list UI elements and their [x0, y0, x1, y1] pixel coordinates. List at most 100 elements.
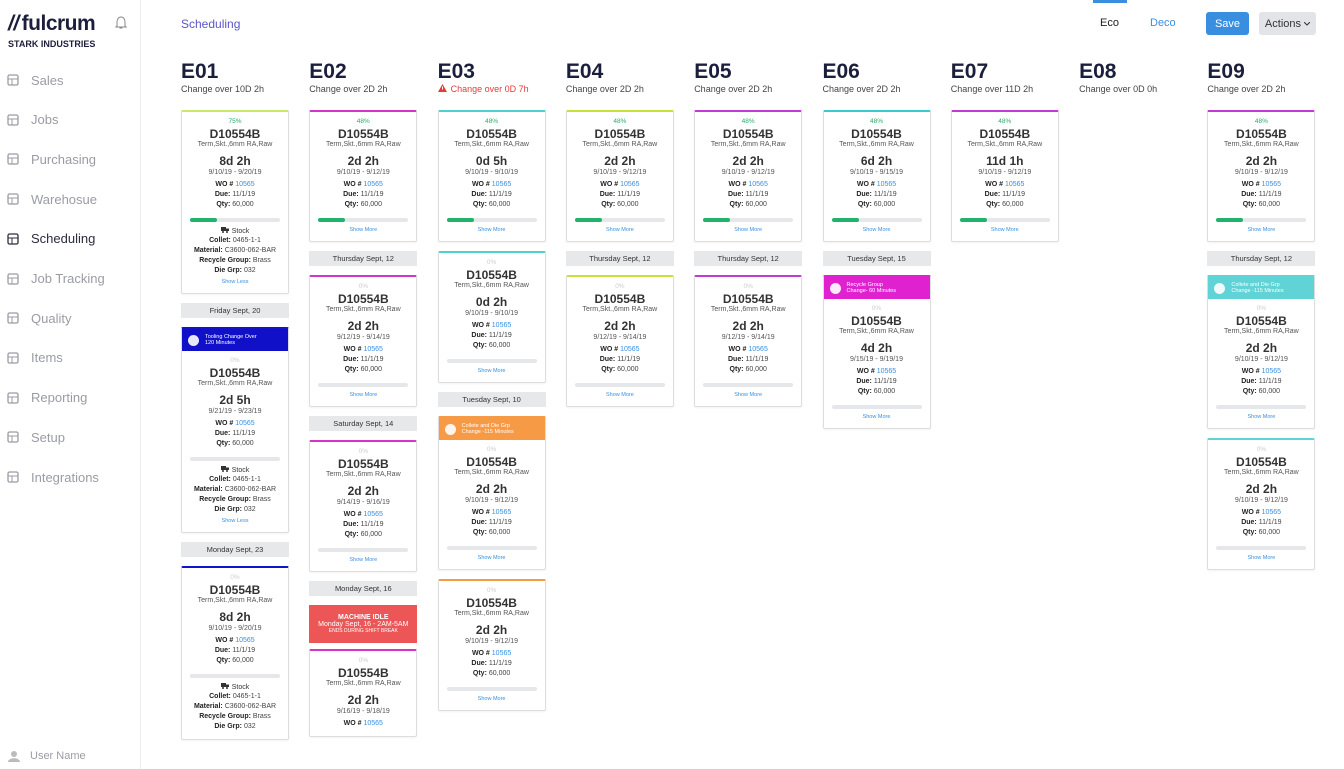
- job-card[interactable]: 75% D10554B Term,Skt.,6mm RA,Raw 8d 2h 9/10/…: [181, 110, 289, 294]
- wo-label: WO #: [343, 511, 362, 518]
- job-card[interactable]: 48% D10554B Term,Skt.,6mm RA,Raw 2d 2h 9/10/…: [309, 110, 418, 242]
- nav-item[interactable]: Quality: [0, 308, 139, 328]
- progress-fill: [703, 218, 731, 222]
- nav-item[interactable]: Setup: [0, 427, 139, 447]
- notifications[interactable]: [115, 16, 127, 30]
- nav-item[interactable]: Integrations: [0, 467, 139, 487]
- qty-row: Qty: 60,000: [830, 201, 924, 211]
- job-card[interactable]: 48% D10554B Term,Skt.,6mm RA,Raw 2d 2h 9/10/…: [1207, 110, 1316, 242]
- toggle-link[interactable]: Show Less: [221, 518, 249, 524]
- job-card[interactable]: 0% D10554B Term,Skt.,6mm RA,Raw 8d 2h 9/10/1…: [181, 566, 289, 740]
- toggle-link[interactable]: Show More: [1247, 555, 1276, 561]
- part-description: Term,Skt.,6mm RA,Raw: [325, 141, 401, 148]
- wo-value[interactable]: 10565: [620, 346, 640, 353]
- wo-value[interactable]: 10565: [876, 368, 897, 375]
- toggle-link[interactable]: Show More: [990, 227, 1019, 233]
- banner-sub: Change- 60 Minutes: [846, 288, 897, 294]
- job-card[interactable]: Collete and Die Grp Change -115 Minutes 0%…: [1207, 275, 1316, 429]
- job-card[interactable]: 48% D10554B Term,Skt.,6mm RA,Raw 6d 2h 9/10/…: [822, 110, 931, 242]
- job-card[interactable]: 0% D10554B Term,Skt.,6mm RA,Raw 2d 2h 9/14/1…: [309, 440, 418, 572]
- qty-value: 60,000: [360, 201, 382, 208]
- toggle-link[interactable]: Show More: [477, 555, 506, 561]
- user-menu[interactable]: User Name: [8, 750, 86, 762]
- tab[interactable]: Deco: [1150, 17, 1176, 29]
- job-card[interactable]: 0% D10554B Term,Skt.,6mm RA,Raw 2d 2h 9/10/1…: [1207, 438, 1316, 570]
- wo-label: WO #: [343, 181, 362, 188]
- toggle-link[interactable]: Show More: [734, 392, 763, 398]
- job-card[interactable]: 0% D10554B Term,Skt.,6mm RA,Raw 2d 2h 9/16/1…: [309, 649, 418, 737]
- job-card[interactable]: 48% D10554B Term,Skt.,6mm RA,Raw 11d 1h 9/10…: [950, 110, 1059, 242]
- due-row: Due: 11/1/19: [1214, 519, 1308, 529]
- job-card[interactable]: 0% D10554B Term,Skt.,6mm RA,Raw 2d 2h 9/12/1…: [565, 275, 674, 407]
- wo-value[interactable]: 10565: [1261, 181, 1282, 188]
- part-number: D10554B: [851, 127, 902, 141]
- wo-value[interactable]: 10565: [235, 181, 255, 188]
- toggle-link[interactable]: Show More: [605, 392, 634, 398]
- toggle-link[interactable]: Show Less: [221, 279, 249, 285]
- job-card[interactable]: Collete and Die Grp Change -115 Minutes 0%…: [437, 416, 546, 570]
- save-button[interactable]: Save: [1206, 12, 1249, 35]
- wo-value[interactable]: 10565: [235, 420, 255, 427]
- detail-value: Brass: [252, 257, 271, 264]
- toggle-link[interactable]: Show More: [862, 414, 891, 420]
- wo-value[interactable]: 10565: [1004, 181, 1025, 188]
- nav-item[interactable]: Sales: [0, 70, 139, 90]
- toggle-link[interactable]: Show More: [349, 227, 378, 233]
- wo-value[interactable]: 10565: [363, 181, 383, 188]
- nav-item[interactable]: Items: [0, 348, 139, 368]
- toggle-link[interactable]: Show More: [734, 227, 763, 233]
- duration: 2d 2h: [1245, 154, 1278, 168]
- toggle-link[interactable]: Show More: [477, 227, 506, 233]
- due-label: Due:: [471, 519, 487, 526]
- job-card[interactable]: 48% D10554B Term,Skt.,6mm RA,Raw 2d 2h 9/10/…: [694, 110, 803, 242]
- toggle-link[interactable]: Show More: [349, 392, 378, 398]
- wo-value[interactable]: 10565: [748, 181, 768, 188]
- change-over-text: Change over 2D 2h: [565, 84, 644, 94]
- wo-value[interactable]: 10565: [1261, 368, 1282, 375]
- nav-item[interactable]: Warehosue: [0, 189, 139, 209]
- nav-item[interactable]: Scheduling: [0, 229, 139, 249]
- toggle-link[interactable]: Show More: [477, 368, 506, 374]
- wo-value[interactable]: 10565: [876, 181, 897, 188]
- wo-value[interactable]: 10565: [363, 346, 383, 353]
- part-number: D10554B: [466, 596, 517, 610]
- tab[interactable]: Eco: [1100, 17, 1119, 29]
- wo-value[interactable]: 10565: [235, 637, 255, 644]
- job-card[interactable]: 48% D10554B Term,Skt.,6mm RA,Raw 0d 5h 9/10/…: [437, 110, 546, 242]
- progress-bar: [1216, 546, 1307, 550]
- wo-value[interactable]: 10565: [491, 322, 512, 329]
- toggle-link[interactable]: Show More: [349, 557, 378, 563]
- wo-value[interactable]: 10565: [491, 181, 512, 188]
- toggle-link[interactable]: Show More: [1247, 227, 1276, 233]
- job-card[interactable]: 0% D10554B Term,Skt.,6mm RA,Raw 2d 2h 9/10/1…: [437, 579, 546, 711]
- toggle-link[interactable]: Show More: [1247, 414, 1276, 420]
- toggle-link[interactable]: Show More: [862, 227, 891, 233]
- job-card[interactable]: 48% D10554B Term,Skt.,6mm RA,Raw 2d 2h 9/10/…: [565, 110, 674, 242]
- wo-value[interactable]: 10565: [363, 720, 383, 727]
- due-row: Due: 11/1/19: [445, 332, 539, 342]
- job-card[interactable]: 0% D10554B Term,Skt.,6mm RA,Raw 2d 2h 9/12/1…: [694, 275, 803, 407]
- wo-value[interactable]: 10565: [748, 346, 768, 353]
- wo-value[interactable]: 10565: [363, 511, 383, 518]
- part-number: D10554B: [337, 666, 389, 680]
- actions-button[interactable]: Actions: [1259, 12, 1316, 35]
- wo-value[interactable]: 10565: [491, 650, 512, 657]
- wo-value[interactable]: 10565: [1261, 509, 1282, 516]
- nav-item[interactable]: Reporting: [0, 388, 139, 408]
- job-card[interactable]: Recycle Group Change- 60 Minutes 0% D10554B…: [822, 275, 931, 429]
- qty-label: Qty:: [601, 201, 616, 208]
- toggle-link[interactable]: Show More: [605, 227, 634, 233]
- date-separator: Monday Sept, 23: [181, 542, 289, 557]
- nav-item[interactable]: Purchasing: [0, 149, 139, 169]
- job-card[interactable]: Tooling Change Over 120 Minutes 0% D10554B T…: [181, 327, 289, 533]
- wo-value[interactable]: 10565: [491, 509, 512, 516]
- date-range: 9/10/19 - 9/20/19: [208, 169, 262, 176]
- wo-value[interactable]: 10565: [620, 181, 640, 188]
- qty-value: 60,000: [873, 388, 896, 395]
- nav-item[interactable]: Job Tracking: [0, 269, 139, 289]
- nav-item[interactable]: Jobs: [0, 110, 139, 130]
- job-card[interactable]: 0% D10554B Term,Skt.,6mm RA,Raw 2d 2h 9/12/1…: [309, 275, 418, 407]
- toggle-link[interactable]: Show More: [477, 696, 506, 702]
- job-card[interactable]: 0% D10554B Term,Skt.,6mm RA,Raw 0d 2h 9/10/1…: [437, 251, 546, 383]
- duration: 2d 2h: [604, 154, 636, 168]
